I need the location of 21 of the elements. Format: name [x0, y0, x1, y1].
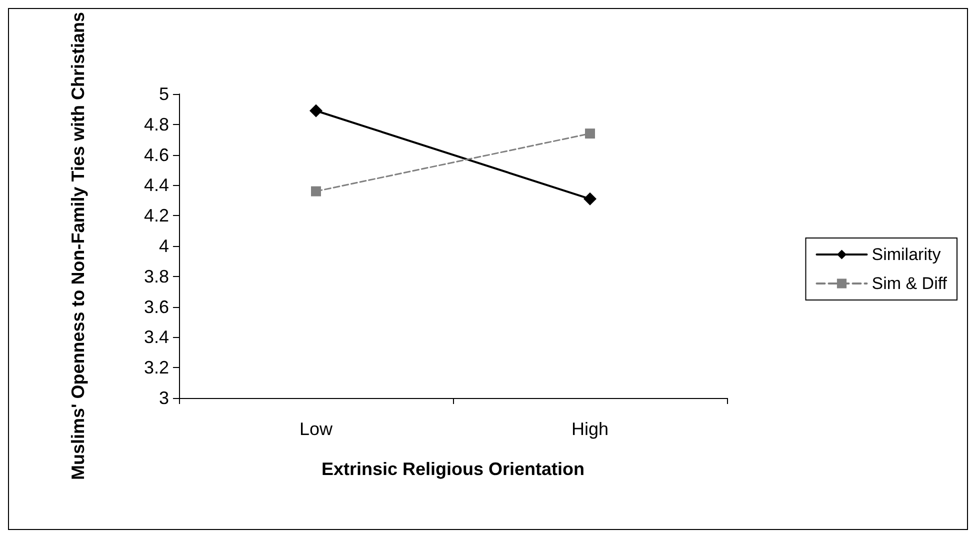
legend-label: Sim & Diff: [872, 274, 948, 293]
y-tick-label: 3: [158, 388, 169, 408]
y-tick-label: 4.4: [144, 175, 169, 196]
legend-label: Similarity: [872, 245, 942, 264]
y-tick-label: 4: [158, 236, 169, 256]
y-tick-label: 5: [158, 84, 169, 104]
y-tick-label: 3.6: [144, 296, 169, 317]
y-tick-label: 3.8: [144, 266, 169, 286]
point: [310, 104, 322, 118]
point: [584, 192, 596, 206]
y-tick-label: 4.8: [144, 114, 169, 134]
y-tick-label: 3.2: [144, 358, 169, 378]
y-tick-label: 3.4: [144, 327, 169, 348]
point: [585, 128, 595, 139]
x-tick-label: High: [571, 419, 609, 439]
x-axis-title: Extrinsic Religious Orientation: [321, 459, 585, 479]
y-tick-label: 4.2: [144, 206, 169, 226]
x-tick-label: Low: [299, 419, 334, 439]
y-axis-title: Muslims' Openness to Non-Family Ties with Christians: [68, 12, 88, 480]
y-tick-label: 4.6: [144, 144, 169, 165]
point: [311, 186, 321, 196]
